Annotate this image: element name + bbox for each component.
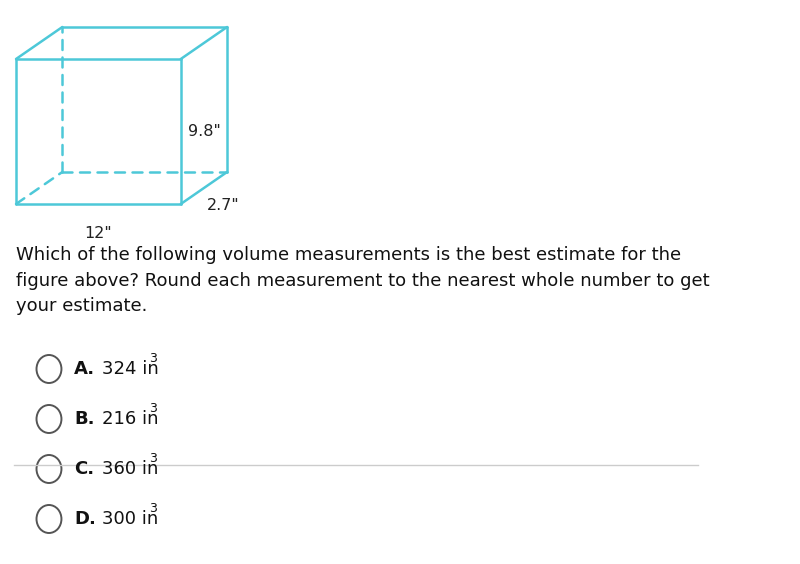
Text: 3: 3: [149, 403, 157, 416]
Text: 2.7": 2.7": [206, 198, 239, 213]
Text: A.: A.: [74, 360, 95, 378]
Text: 300 in: 300 in: [102, 510, 158, 528]
Text: D.: D.: [74, 510, 96, 528]
Text: 216 in: 216 in: [102, 410, 159, 428]
Text: 12": 12": [85, 226, 112, 241]
Text: Which of the following volume measurements is the best estimate for the
figure a: Which of the following volume measuremen…: [16, 246, 710, 315]
Text: 9.8": 9.8": [188, 124, 221, 139]
Text: 3: 3: [149, 452, 157, 465]
Text: 324 in: 324 in: [102, 360, 159, 378]
Text: 3: 3: [149, 352, 157, 365]
Text: 360 in: 360 in: [102, 460, 158, 478]
Text: B.: B.: [74, 410, 94, 428]
Text: C.: C.: [74, 460, 94, 478]
Text: 3: 3: [149, 503, 157, 515]
